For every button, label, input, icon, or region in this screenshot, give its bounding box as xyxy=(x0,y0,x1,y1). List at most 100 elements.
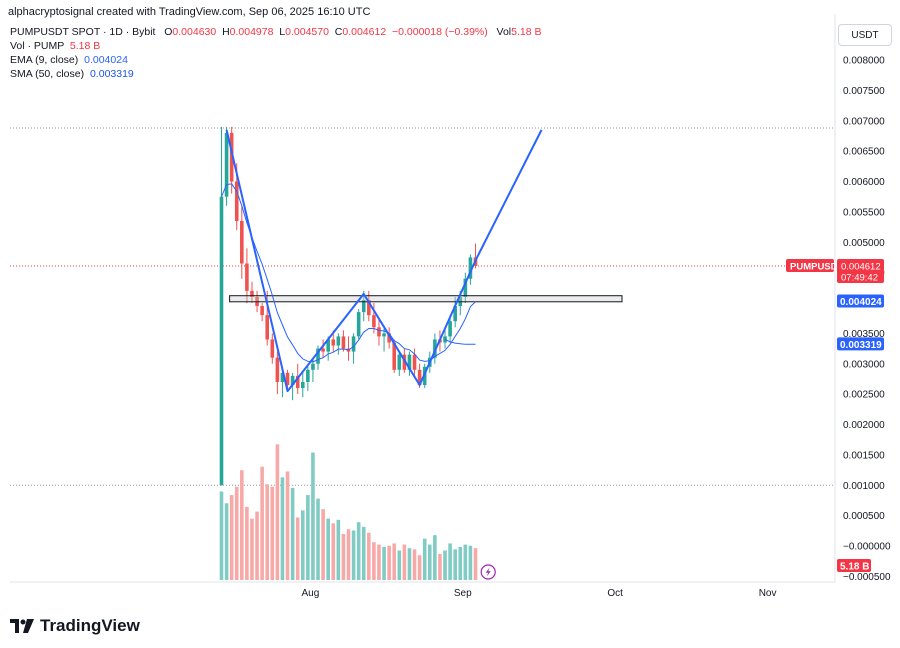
volume-bar xyxy=(422,538,427,580)
candle-body xyxy=(417,369,422,386)
candle-body xyxy=(234,181,239,221)
legend-volume-row[interactable]: Vol · PUMP 5.18 B xyxy=(10,39,542,53)
ema-price-badge-text: 0.004024 xyxy=(840,297,882,308)
currency-button[interactable]: USDT xyxy=(838,24,892,46)
volume-bar xyxy=(458,546,463,580)
tradingview-brand[interactable]: TradingView xyxy=(10,616,140,636)
volume-bar xyxy=(306,495,310,580)
candle-body xyxy=(229,132,234,182)
candle-body xyxy=(250,290,254,297)
volume-bar xyxy=(234,486,239,580)
legend-c-label: C xyxy=(334,26,343,38)
candle-body xyxy=(453,306,457,322)
candle-body xyxy=(448,321,452,337)
price-symbol-badge xyxy=(786,258,834,272)
candle-body xyxy=(341,336,346,349)
candle-body xyxy=(397,354,402,370)
time-tick-label: Aug xyxy=(302,588,320,599)
price-tick-label: 0.007500 xyxy=(843,86,885,97)
volume-bar xyxy=(346,529,351,580)
price-tick-label: 0.006500 xyxy=(843,147,885,158)
volume-bar xyxy=(397,550,402,580)
volume-bar xyxy=(463,544,468,580)
price-tick-label: −0.000000 xyxy=(843,542,891,553)
volume-bar xyxy=(229,495,234,580)
volume-bar xyxy=(295,517,300,580)
volume-bar xyxy=(377,544,381,580)
volume-bar xyxy=(240,470,244,580)
candle-body xyxy=(219,196,224,486)
candle-body xyxy=(260,306,264,316)
legend-l-value: 0.004570 xyxy=(285,26,329,38)
volume-bar xyxy=(392,543,397,580)
price-tick-label: 0.005000 xyxy=(843,238,885,249)
volume-bar xyxy=(260,466,264,580)
volume-bar xyxy=(300,510,305,580)
candle-body xyxy=(377,327,381,337)
volume-bar xyxy=(468,545,473,580)
legend-change: −0.000018 (−0.39%) xyxy=(392,26,488,38)
volume-bar xyxy=(433,535,437,580)
candle-body xyxy=(311,363,315,370)
candle-body xyxy=(336,336,341,346)
legend-h-label: H xyxy=(222,26,230,38)
legend-o-value: 0.004630 xyxy=(172,26,217,38)
legend-ema-label: EMA (9, close) xyxy=(10,54,79,66)
chart-legend: PUMPUSDT SPOT · 1D · Bybit O0.004630 H0.… xyxy=(10,25,542,81)
time-tick-label: Sep xyxy=(454,588,472,599)
volume-bar xyxy=(407,548,412,580)
price-tick-label: 0.002000 xyxy=(843,420,885,431)
last-price-badge-text: 0.004612 xyxy=(841,261,881,272)
candle-body xyxy=(285,372,290,386)
candle-body xyxy=(316,348,320,364)
candle-body xyxy=(265,315,270,340)
candle-body xyxy=(372,315,376,328)
candle-body xyxy=(367,299,371,316)
legend-sma-label: SMA (50, close) xyxy=(10,68,85,80)
volume-bar xyxy=(417,555,422,580)
price-tick-label: 0.000500 xyxy=(843,511,885,522)
candle-body xyxy=(331,339,336,346)
legend-volume-label: Vol · PUMP xyxy=(10,40,65,52)
support-zone-rectangle xyxy=(229,295,623,303)
time-tick-label: Nov xyxy=(759,588,777,599)
volume-bar xyxy=(367,532,371,580)
candle-body xyxy=(245,263,249,291)
volume-bar xyxy=(270,486,275,580)
legend-volume-value: 5.18 B xyxy=(69,40,101,52)
volume-bar xyxy=(326,518,330,580)
volume-bar xyxy=(382,546,386,580)
volume-bar xyxy=(341,533,346,580)
legend-ohlc-row[interactable]: PUMPUSDT SPOT · 1D · Bybit O0.004630 H0.… xyxy=(10,25,542,39)
price-tick-label: 0.003000 xyxy=(843,359,885,370)
volume-bar xyxy=(280,477,285,580)
volume-bar xyxy=(250,518,254,580)
time-tick-label: Oct xyxy=(607,588,623,599)
volume-bar xyxy=(285,471,290,580)
countdown-badge-text: 07:49:42 xyxy=(841,272,878,283)
ema-line xyxy=(221,183,476,363)
volume-bar xyxy=(361,526,366,580)
volume-bar xyxy=(255,511,259,580)
volume-bar xyxy=(245,506,249,580)
volume-bar xyxy=(453,549,457,580)
legend-ema-row[interactable]: EMA (9, close) 0.004024 xyxy=(10,53,542,67)
candle-body xyxy=(224,132,229,197)
volume-bar xyxy=(438,554,442,580)
volume-bar xyxy=(412,549,417,580)
candle-body xyxy=(356,312,361,337)
price-symbol-badge-text: PUMPUSDT xyxy=(790,261,844,272)
pattern-drawing-line xyxy=(225,129,543,393)
volume-bar xyxy=(387,545,391,580)
candle-body xyxy=(295,375,300,389)
volume-bar xyxy=(336,519,341,580)
legend-l-label: L xyxy=(279,26,286,38)
volume-bar xyxy=(443,550,447,580)
price-tick-label: 0.005500 xyxy=(843,207,885,218)
legend-sma-row[interactable]: SMA (50, close) 0.003319 xyxy=(10,67,542,81)
volume-badge xyxy=(837,559,871,572)
legend-o-label: O xyxy=(164,26,173,38)
price-tick-label: 0.001000 xyxy=(843,481,885,492)
legend-ema-value: 0.004024 xyxy=(84,54,128,66)
